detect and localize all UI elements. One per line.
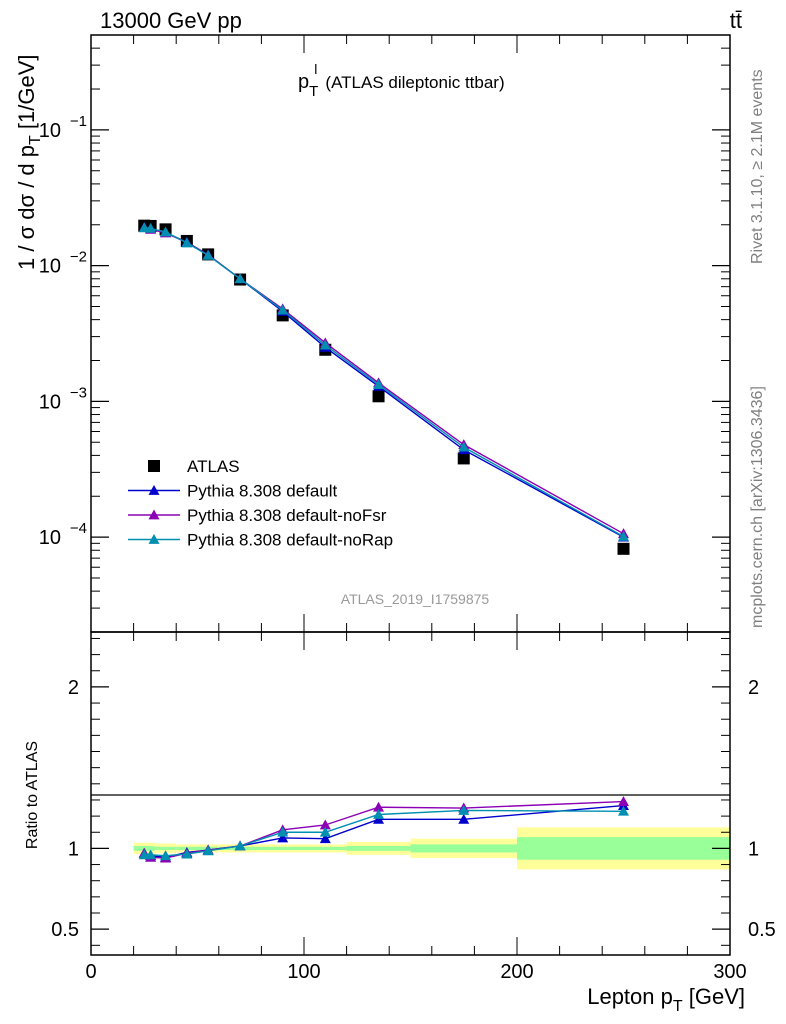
mc-series-point bbox=[373, 379, 385, 389]
ratio-series-point bbox=[145, 849, 157, 860]
atlas-data-point bbox=[372, 390, 385, 403]
header-final-state: tt̄ bbox=[730, 8, 742, 33]
atlas-data-point bbox=[457, 452, 470, 465]
mc-series-point bbox=[319, 339, 331, 350]
ratio-series-point bbox=[458, 813, 470, 824]
mc-series-point bbox=[277, 304, 289, 315]
legend-label: Pythia 8.308 default-noRap bbox=[187, 531, 393, 550]
ratio-stat-uncertainty-band bbox=[517, 837, 730, 860]
ratio-stat-uncertainty-band bbox=[154, 846, 177, 851]
main-y-tick-exponent: −4 bbox=[70, 520, 87, 537]
atlas-data-point bbox=[617, 542, 630, 555]
main-y-tick-label: 10 bbox=[39, 120, 61, 142]
ratio-series-point bbox=[618, 796, 629, 806]
mcplots-label: mcplots.cern.ch [arXiv:1306.3436] bbox=[749, 386, 766, 628]
analysis-watermark: ATLAS_2019_I1759875 bbox=[341, 591, 490, 607]
x-axis-label: Lepton pT [GeV] bbox=[587, 984, 745, 1015]
plot-title: pTl (ATLAS dileptonic ttbar) bbox=[298, 61, 505, 100]
mc-series-point bbox=[160, 226, 172, 237]
main-y-tick-base: 10 bbox=[39, 391, 61, 413]
ratio-y-axis-label: Ratio to ATLAS bbox=[24, 741, 41, 849]
ratio-y-tick-label-right: 0.5 bbox=[748, 919, 776, 941]
ratio-series-point bbox=[277, 826, 289, 837]
ratio-y-tick-label-left: 0.5 bbox=[51, 919, 79, 941]
x-axis-label-text: Lepton p bbox=[587, 984, 673, 1009]
main-y-tick-exponent: −1 bbox=[70, 113, 87, 130]
ratio-series-point bbox=[181, 848, 193, 859]
main-plot-marks bbox=[138, 219, 630, 555]
ratio-stat-uncertainty-band bbox=[346, 845, 411, 851]
main-y-axis-label-sub: T bbox=[27, 135, 44, 145]
legend-marker bbox=[148, 534, 160, 544]
ratio-series-point bbox=[160, 850, 172, 861]
legend: ATLAS Pythia 8.308 default Pythia 8.308 de… bbox=[128, 457, 393, 550]
ratio-plot-frame bbox=[90, 631, 731, 956]
x-tick-label: 100 bbox=[287, 961, 320, 983]
main-y-axis-label-text: 1 / σ dσ / d p bbox=[14, 145, 39, 270]
x-tick-label: 200 bbox=[500, 961, 533, 983]
main-y-tick-base: 10 bbox=[39, 120, 61, 142]
legend-label: Pythia 8.308 default bbox=[187, 482, 338, 501]
x-tick-label: 0 bbox=[85, 961, 96, 983]
x-axis-label-sub: T bbox=[673, 998, 683, 1015]
main-x-ticks bbox=[90, 35, 731, 632]
ratio-y-ticks: 0.5 0.5 1 1 2 2 bbox=[51, 637, 776, 946]
main-y-axis-label: 1 / σ dσ / d pT [1/GeV] bbox=[14, 55, 44, 271]
ratio-series-point bbox=[373, 808, 385, 819]
ratio-series-point bbox=[202, 845, 214, 856]
plot-title-sup: l bbox=[314, 61, 317, 77]
legend-marker bbox=[148, 509, 160, 520]
mc-series-point bbox=[618, 531, 629, 541]
mc-series-point bbox=[145, 222, 157, 233]
main-y-tick-base: 10 bbox=[39, 256, 61, 278]
ratio-series-point bbox=[458, 804, 470, 815]
main-y-tick-base: 10 bbox=[39, 527, 61, 549]
ratio-x-ticks: 0 100 200 300 bbox=[85, 632, 747, 983]
main-y-tick-exponent: −2 bbox=[70, 249, 87, 266]
plot-title-sub: T bbox=[309, 83, 318, 100]
mc-series-point bbox=[234, 273, 246, 284]
rivet-label: Rivet 3.1.10, ≥ 2.1M events bbox=[749, 69, 766, 264]
ratio-stat-uncertainty-band bbox=[410, 844, 517, 853]
ratio-series-point bbox=[277, 832, 289, 843]
legend-label: ATLAS bbox=[187, 457, 240, 476]
ratio-y-tick-label-right: 1 bbox=[748, 838, 759, 860]
ratio-series-point bbox=[618, 805, 629, 816]
plot-title-rest: (ATLAS dileptonic ttbar) bbox=[325, 73, 504, 92]
main-y-tick-exponent: −3 bbox=[70, 384, 87, 401]
ratio-y-tick-label-right: 2 bbox=[748, 677, 759, 699]
header-process: 13000 GeV pp bbox=[100, 8, 242, 33]
legend-marker-atlas bbox=[148, 460, 160, 472]
main-y-ticks: 10 −1 10 −2 10 −3 10 −4 bbox=[39, 34, 730, 633]
x-axis-label-unit: [GeV] bbox=[683, 984, 745, 1009]
mc-series-point bbox=[458, 441, 470, 452]
ratio-series-point bbox=[234, 840, 246, 851]
legend-marker bbox=[148, 485, 160, 495]
main-y-tick-label: 10 bbox=[39, 527, 61, 549]
legend-label: Pythia 8.308 default-noFsr bbox=[187, 506, 387, 525]
ratio-series-point bbox=[319, 833, 331, 844]
main-y-tick-label: 10 bbox=[39, 256, 61, 278]
plot-title-main: p bbox=[298, 71, 309, 93]
ratio-series-point bbox=[319, 826, 331, 837]
x-tick-label: 300 bbox=[713, 961, 746, 983]
ratio-panel: 0 100 200 300 0.5 0.5 1 1 2 2 Ratio to ATLAS Lep… bbox=[24, 631, 776, 1015]
ratio-y-tick-label-left: 1 bbox=[68, 838, 79, 860]
mc-series-point bbox=[202, 249, 214, 260]
ratio-series-point bbox=[373, 801, 385, 812]
ratio-stat-uncertainty-band bbox=[261, 846, 304, 851]
main-panel: 10−110−210−310−4 pTl(ATLAS dileptonic tt… bbox=[14, 34, 731, 633]
ratio-series-point bbox=[319, 819, 331, 830]
main-y-axis-label-unit: [1/GeV] bbox=[14, 55, 39, 136]
ratio-y-tick-label-left: 2 bbox=[68, 677, 79, 699]
ratio-plot-marks bbox=[138, 796, 629, 863]
main-y-tick-label: 10 bbox=[39, 391, 61, 413]
ratio-stat-uncertainty-band bbox=[304, 846, 347, 851]
mc-series-point bbox=[181, 237, 193, 248]
